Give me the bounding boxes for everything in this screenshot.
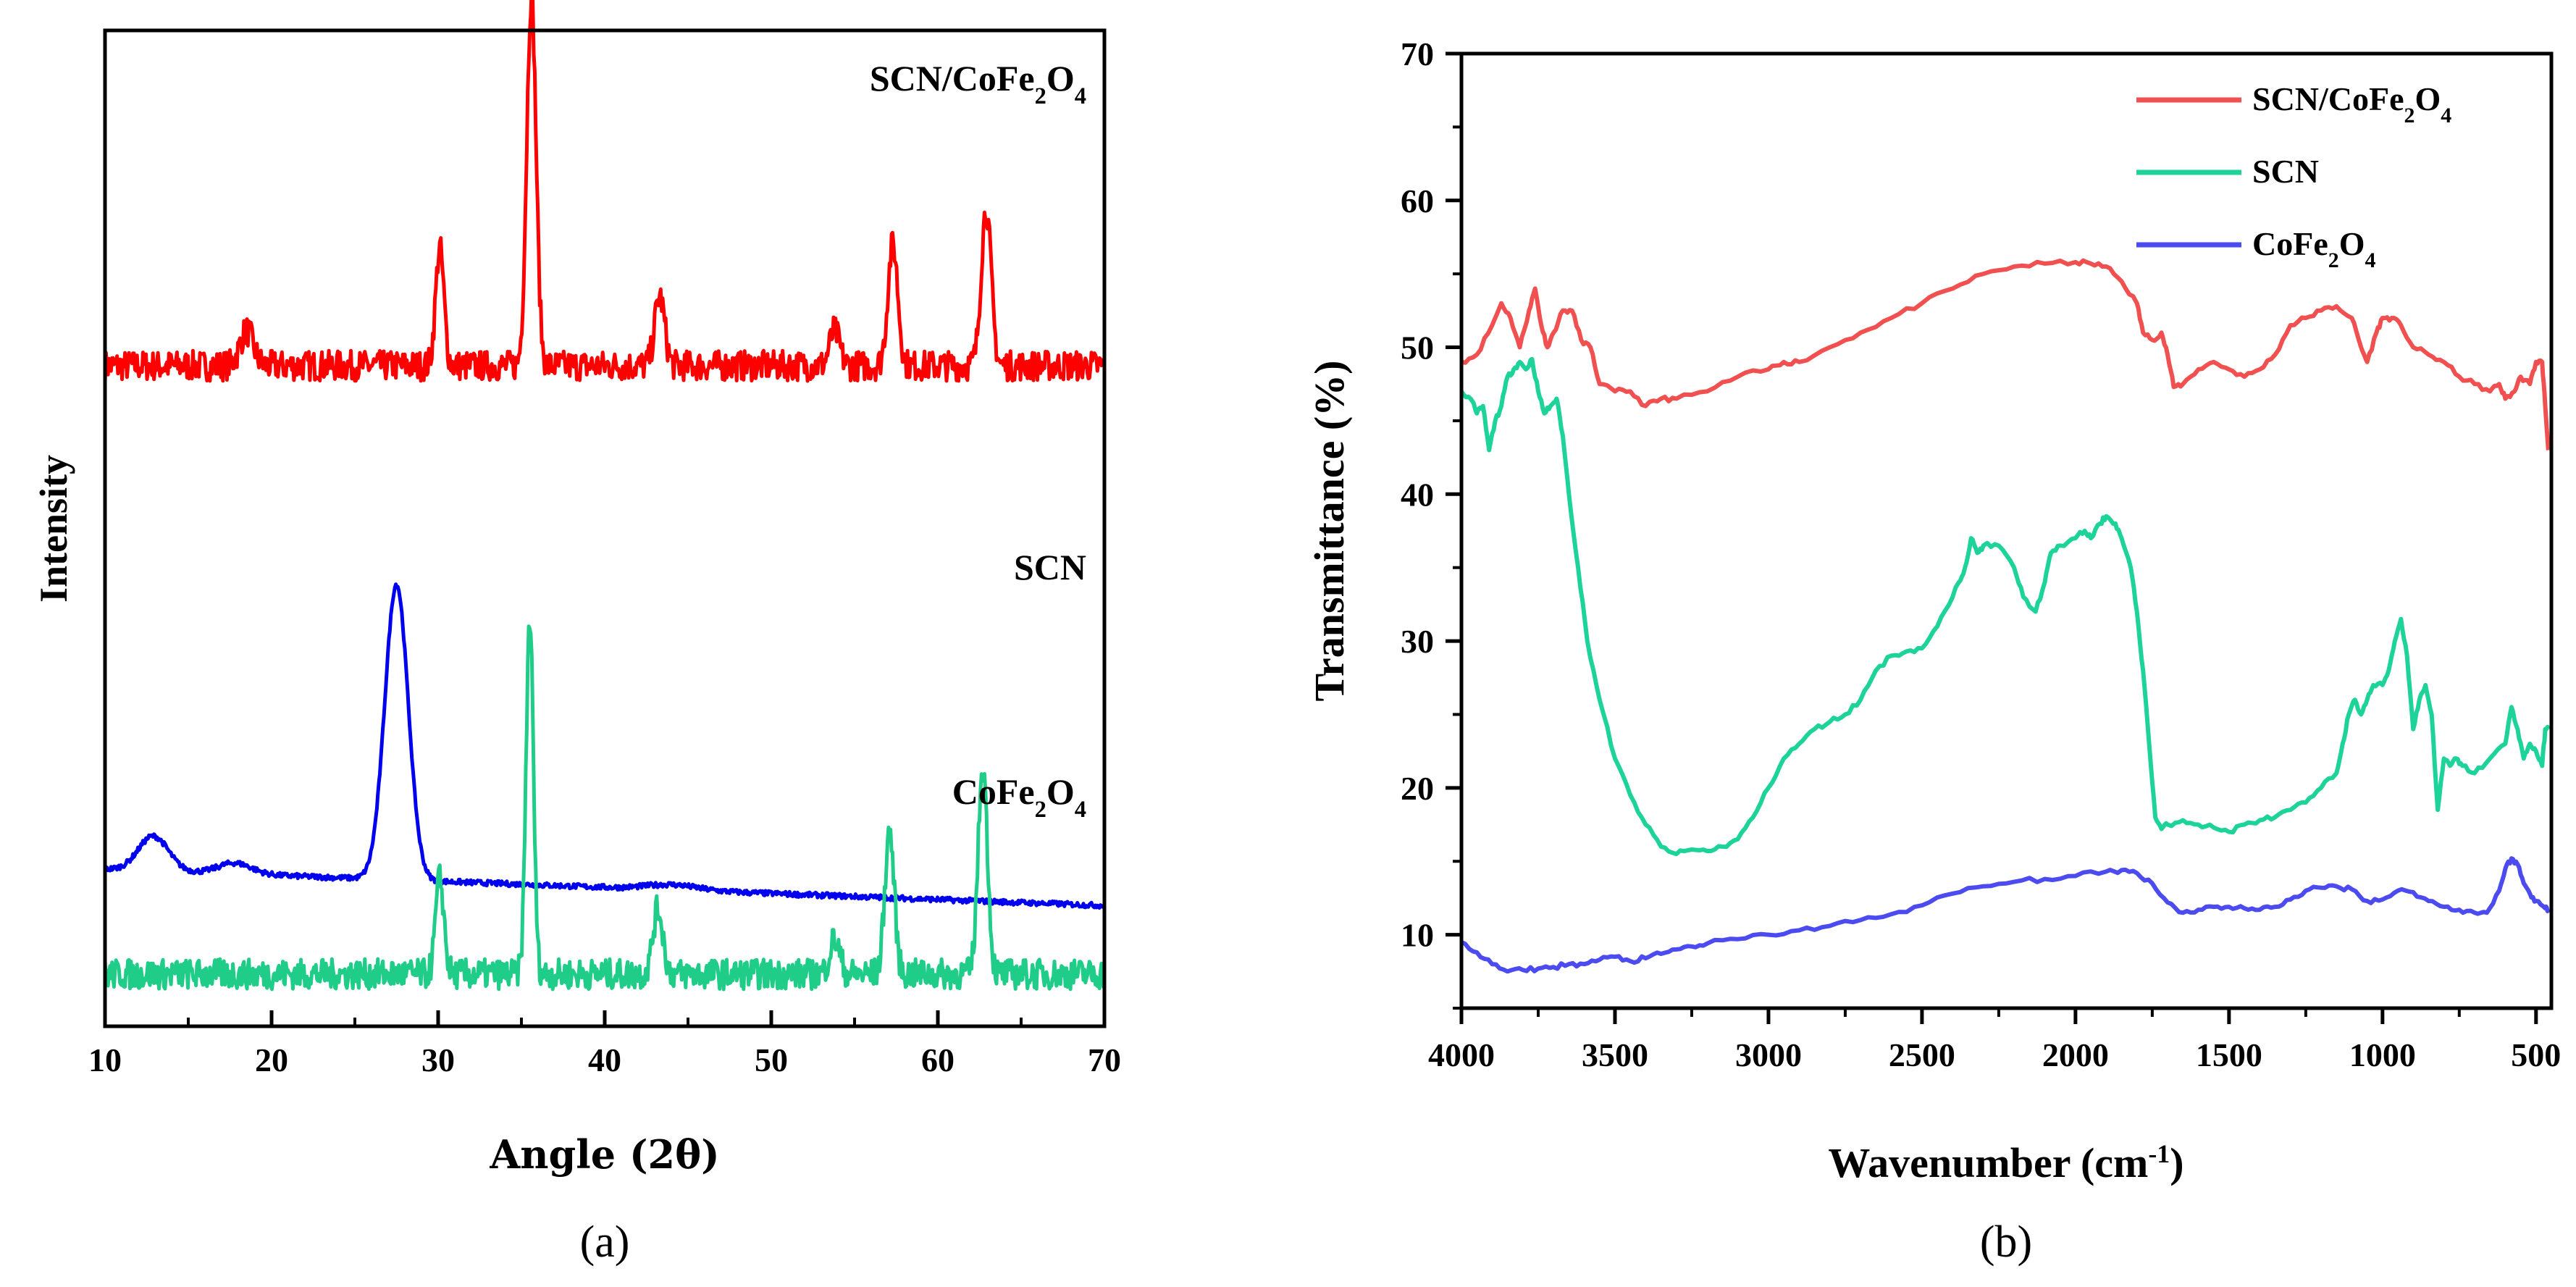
panel-label-b: (b)	[1980, 1217, 2032, 1267]
ftir-chart-panel-b: 4000 3500 3000 2500 2000 1500 1000 500 10 20 30 40 5…	[1306, 35, 2561, 1267]
ftir-y-tick-label: 60	[1401, 183, 1434, 219]
ftir-y-tick-label: 10	[1401, 917, 1434, 954]
ftir-y-tick-label: 30	[1401, 623, 1434, 660]
ftir-x-tick-label: 1000	[2349, 1036, 2416, 1073]
ftir-x-tick-label: 4000	[1428, 1036, 1495, 1073]
ftir-x-tick-label: 1500	[2196, 1036, 2262, 1073]
ftir-x-tick-label: 500	[2511, 1036, 2561, 1073]
ftir-y-tick-label: 70	[1401, 35, 1434, 72]
xrd-x-tick-label: 50	[755, 1041, 788, 1078]
xrd-chart-panel-a: 10 20 30 40 50 60 70 SCN/CoFe2O4 SCN CoFe2O4 Ang…	[32, 0, 1121, 1267]
xrd-series-line-1	[103, 582, 1106, 910]
xrd-x-tick-label: 60	[921, 1041, 955, 1078]
xrd-x-tick-label: 10	[88, 1041, 122, 1078]
xrd-plot-frame	[103, 28, 1107, 1028]
ftir-x-tick-label: 3000	[1735, 1036, 1802, 1073]
xrd-x-tick-label: 70	[1088, 1041, 1121, 1078]
xrd-x-axis-title: Angle (2θ)	[489, 1131, 719, 1178]
ftir-y-axis-title: Transmittance (%)	[1306, 361, 1353, 702]
ftir-legend-label-0: SCN/CoFe2O4	[2252, 80, 2451, 127]
ftir-x-tick-label: 3500	[1582, 1036, 1648, 1073]
xrd-series-line-2	[103, 624, 1107, 992]
ftir-y-tick-label: 20	[1401, 770, 1434, 807]
ftir-plot-frame	[1459, 51, 2554, 1010]
xrd-series-label-1: SCN	[1014, 547, 1086, 587]
ftir-series-line-0	[1461, 258, 2551, 450]
xrd-series-line-0	[103, 0, 1107, 383]
ftir-x-tick-label: 2500	[1889, 1036, 1955, 1073]
ftir-y-tick-label: 50	[1401, 330, 1434, 366]
panel-label-a: (a)	[580, 1217, 630, 1267]
xrd-x-tick-label: 40	[588, 1041, 621, 1078]
ftir-series-line-2	[1460, 856, 2551, 974]
ftir-legend: SCN/CoFe2O4 SCN CoFe2O4	[2136, 80, 2451, 272]
ftir-legend-label-2: CoFe2O4	[2252, 225, 2375, 272]
ftir-legend-label-1: SCN	[2252, 153, 2319, 190]
ftir-y-tick-label: 40	[1401, 476, 1434, 513]
xrd-series-label-0: SCN/CoFe2O4	[870, 58, 1086, 109]
ftir-x-tick-label: 2000	[2042, 1036, 2109, 1073]
xrd-y-axis-title: Intensity	[32, 455, 75, 603]
xrd-series-label-2: CoFe2O4	[952, 771, 1086, 823]
ftir-series-line-1	[1459, 356, 2551, 857]
xrd-x-tick-label: 30	[421, 1041, 455, 1078]
ftir-x-axis-title: Wavenumber (cm-1)	[1828, 1139, 2183, 1186]
xrd-x-tick-label: 20	[255, 1041, 288, 1078]
